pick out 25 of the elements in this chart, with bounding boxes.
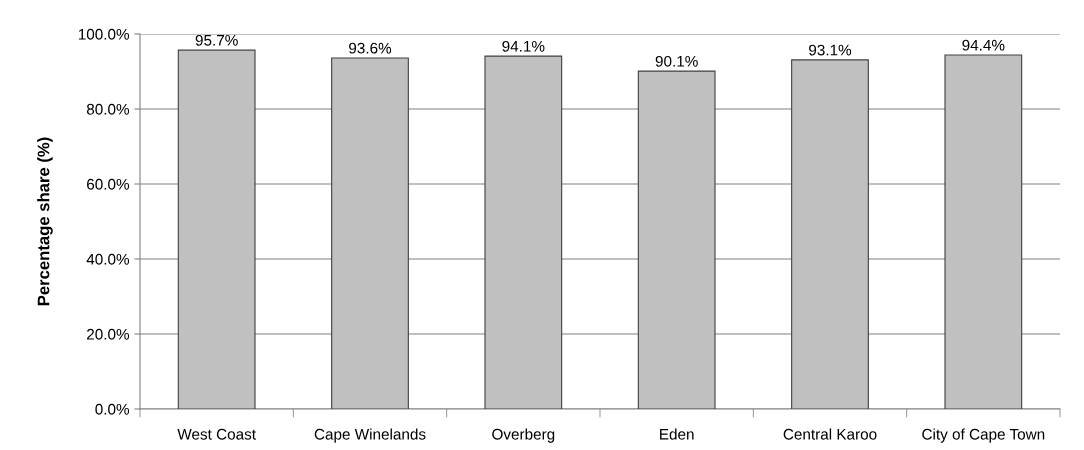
bar [484,55,563,409]
data-label: 93.6% [349,42,392,54]
bar [177,49,256,409]
bar [331,57,409,409]
x-tick-label: West Coast [177,428,256,440]
bar [791,59,869,409]
bar [637,70,716,409]
y-tick-label: 60.0% [87,178,130,190]
x-tick-label: Overberg [492,428,555,443]
y-tick-label: 40.0% [86,253,130,265]
y-axis-title: Percentage share (%) [37,137,53,306]
x-tick-label: Central Karoo [783,428,877,440]
y-tick-label: 80.0% [86,103,130,115]
x-tick-label: City of Cape Town [922,428,1045,443]
x-tick-label: Eden [660,428,694,440]
data-label: 94.1% [502,40,545,52]
x-tick-label: Cape Winelands [314,428,426,443]
y-tick-label: 0.0% [95,403,130,415]
data-label: 90.1% [655,55,698,67]
y-tick-label: 100.0% [78,28,130,40]
data-label: 93.1% [809,44,852,56]
y-tick-label: 20.0% [87,328,130,340]
data-label: 94.4% [962,39,1005,51]
bar [944,54,1023,409]
data-label: 95.7% [195,34,238,46]
